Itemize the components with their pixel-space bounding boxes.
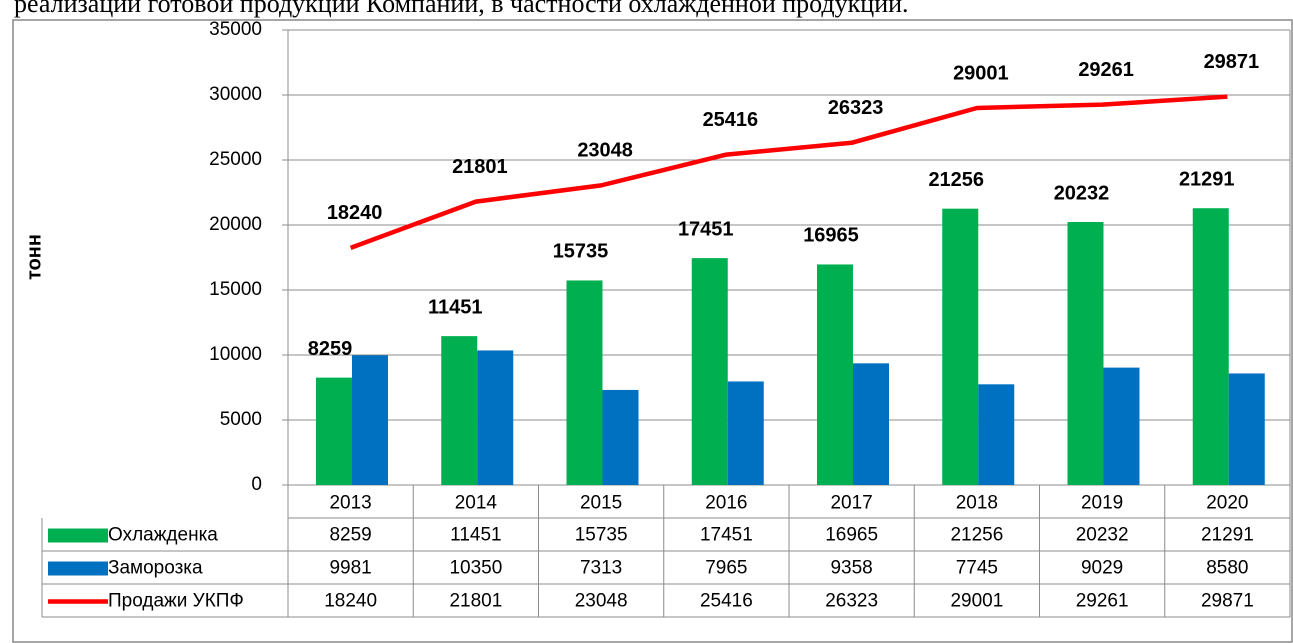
bar [1103, 367, 1140, 485]
table-cell: 9981 [329, 558, 371, 579]
legend-key [48, 528, 108, 543]
bar [1067, 221, 1104, 485]
data-label: 29871 [1204, 51, 1260, 73]
data-label: 26323 [828, 97, 884, 119]
bar [978, 384, 1015, 485]
table-cell: 23048 [575, 591, 628, 612]
data-label: 18240 [327, 202, 383, 224]
bar [602, 389, 639, 485]
data-label: 21801 [452, 156, 508, 178]
y-tick-label: 35000 [209, 19, 262, 40]
legend-label: Охлажденка [108, 525, 218, 546]
table-cell: 9358 [830, 558, 872, 579]
data-label: 16965 [803, 225, 859, 247]
table-cell: 8580 [1206, 558, 1248, 579]
data-label: 17451 [678, 218, 734, 240]
table-cell: 21291 [1201, 525, 1254, 546]
bar [691, 258, 728, 485]
line-series [349, 94, 1228, 250]
legend-label: Заморозка [108, 558, 203, 579]
x-tick-label: 2019 [1081, 493, 1123, 514]
bar [817, 264, 853, 485]
data-label: 21256 [928, 169, 984, 191]
table-cell: 21801 [449, 591, 502, 612]
bar [853, 363, 889, 485]
bar [566, 280, 603, 485]
x-tick-label: 2014 [455, 493, 498, 514]
bar [942, 208, 979, 485]
y-tick-label: 20000 [209, 214, 262, 235]
bar [477, 350, 514, 485]
table-cell: 7313 [580, 558, 622, 579]
table-cell: 29001 [950, 591, 1003, 612]
table-cell: 7965 [705, 558, 747, 579]
table-cell: 9029 [1081, 558, 1123, 579]
data-label: 29261 [1078, 59, 1134, 81]
table-cell: 29261 [1076, 591, 1129, 612]
chart-frame [12, 19, 1293, 643]
y-axis-label: тонн [23, 234, 45, 280]
table-cell: 8259 [329, 525, 371, 546]
x-tick-label: 2017 [830, 493, 872, 514]
y-tick-label: 0 [251, 474, 262, 495]
data-label: 25416 [703, 109, 759, 131]
data-label: 21291 [1179, 168, 1235, 190]
bar [352, 355, 388, 485]
y-tick-label: 5000 [220, 409, 262, 430]
x-tick-label: 2020 [1206, 493, 1248, 514]
table-cell: 29871 [1201, 591, 1254, 612]
table-cell: 20232 [1076, 525, 1129, 546]
table-cell: 7745 [956, 558, 998, 579]
x-tick-label: 2013 [329, 493, 371, 514]
bar [1192, 208, 1229, 486]
x-tick-label: 2018 [956, 493, 998, 514]
bar [727, 381, 764, 485]
y-tick-label: 10000 [209, 344, 262, 365]
legend-label: Продажи УКПФ [108, 591, 244, 612]
table-cell: 17451 [700, 525, 753, 546]
table-cell: 26323 [825, 591, 878, 612]
bar [316, 377, 352, 485]
table-cell: 10350 [449, 558, 502, 579]
x-tick-label: 2016 [705, 493, 747, 514]
x-tick-label: 2015 [580, 493, 622, 514]
y-tick-label: 30000 [209, 84, 262, 105]
data-label: 23048 [577, 140, 633, 162]
legend-key [48, 561, 108, 576]
table-cell: 11451 [450, 525, 501, 546]
table-cell: 21256 [950, 525, 1003, 546]
data-label: 15735 [553, 241, 609, 263]
y-tick-label: 25000 [209, 149, 262, 170]
data-label: 20232 [1054, 182, 1110, 204]
table-cell: 25416 [700, 591, 753, 612]
data-label: 8259 [308, 338, 353, 360]
data-label: 11451 [428, 296, 483, 318]
y-tick-label: 15000 [209, 279, 262, 300]
table-cell: 15735 [575, 525, 628, 546]
table-cell: 16965 [825, 525, 878, 546]
table-cell: 18240 [324, 591, 377, 612]
page-note: реализации готовой продукции Компании, в… [14, 0, 909, 18]
data-label: 29001 [953, 62, 1009, 84]
bar [1228, 373, 1265, 485]
bar [441, 336, 478, 485]
